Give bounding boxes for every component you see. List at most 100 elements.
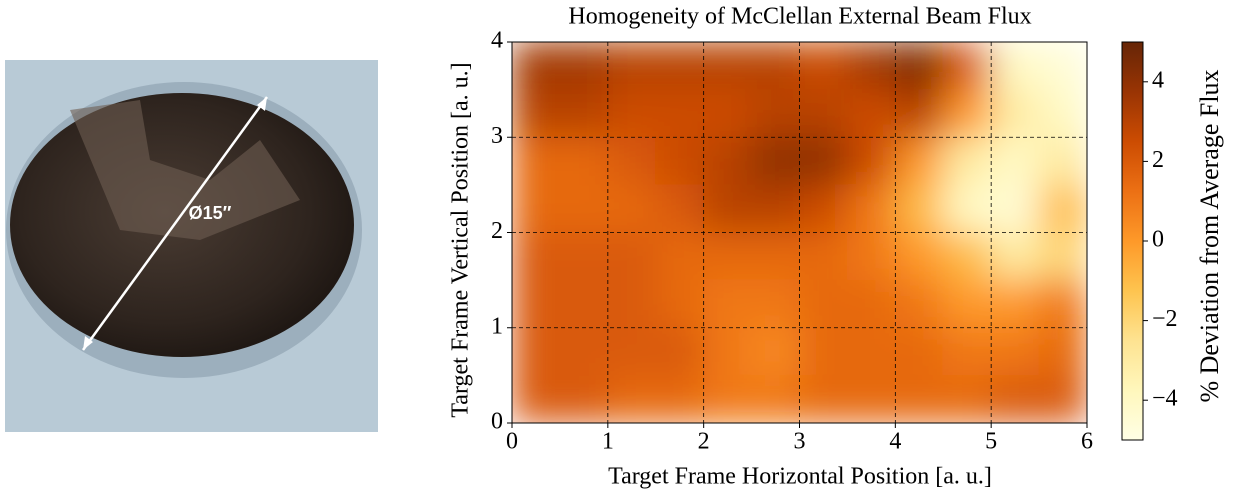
heatmap-cell <box>942 374 992 423</box>
heatmap-cell <box>1038 136 1087 186</box>
heatmap <box>512 42 1087 423</box>
chart-title: Homogeneity of McClellan External Beam F… <box>568 4 1031 30</box>
heatmap-cell <box>559 136 609 186</box>
heatmap-cell <box>799 136 848 186</box>
heatmap-cell <box>512 279 561 329</box>
heatmap-cell <box>559 374 609 423</box>
y-tick-label: 1 <box>491 313 503 339</box>
heatmap-cell <box>846 42 896 91</box>
heatmap-cell <box>1038 184 1087 233</box>
heatmap-cell <box>799 232 848 281</box>
colorbar-tick-label: −2 <box>1152 306 1178 332</box>
heatmap-cell <box>990 89 1040 138</box>
heatmap-cell <box>703 279 753 329</box>
heatmap-cell <box>894 89 944 138</box>
heatmap-cell <box>751 327 800 376</box>
heatmap-cell <box>894 327 944 376</box>
x-tick-label: 2 <box>698 429 710 455</box>
heatmap-cell <box>703 327 753 376</box>
heatmap-cell <box>846 374 896 423</box>
colorbar-tick-label: −4 <box>1152 386 1178 412</box>
photo-label: Ø15″ <box>189 203 232 223</box>
heatmap-cell <box>512 327 561 376</box>
heatmap-cell <box>512 232 561 281</box>
heatmap-cell <box>703 374 753 423</box>
heatmap-cell <box>846 136 896 186</box>
heatmap-cell <box>942 89 992 138</box>
heatmap-cell <box>990 42 1040 91</box>
heatmap-cell <box>894 232 944 281</box>
heatmap-cell <box>703 232 753 281</box>
heatmap-cell <box>799 327 848 376</box>
y-tick-label: 3 <box>491 123 503 149</box>
heatmap-cell <box>894 136 944 186</box>
colorbar-tick-label: 0 <box>1152 227 1164 253</box>
heatmap-cell <box>846 89 896 138</box>
heatmap-cell <box>1038 327 1087 376</box>
heatmap-cell <box>559 42 609 91</box>
heatmap-cell <box>512 184 561 233</box>
x-tick-label: 3 <box>794 429 806 455</box>
heatmap-cell <box>655 327 705 376</box>
heatmap-cell <box>894 374 944 423</box>
heatmap-cell <box>607 89 657 138</box>
heatmap-cell <box>607 374 657 423</box>
heatmap-cell <box>559 89 609 138</box>
y-tick-label: 2 <box>491 218 503 244</box>
heatmap-cell <box>894 279 944 329</box>
heatmap-cell <box>1038 279 1087 329</box>
heatmap-cell <box>655 374 705 423</box>
heatmap-cell <box>942 184 992 233</box>
heatmap-cell <box>607 327 657 376</box>
heatmap-cell <box>894 42 944 91</box>
heatmap-cell <box>990 327 1040 376</box>
heatmap-cell <box>559 279 609 329</box>
heatmap-cell <box>655 42 705 91</box>
colorbar-label: % Deviation from Average Flux <box>1195 69 1224 402</box>
heatmap-cell <box>559 232 609 281</box>
heatmap-cell <box>990 232 1040 281</box>
axes: 0 1 2 3 4 5 6 0 1 2 3 4 −4 −2 0 2 4 <box>491 28 1178 455</box>
heatmap-cell <box>751 374 800 423</box>
colorbar <box>1121 41 1144 441</box>
heatmap-cell <box>703 42 753 91</box>
heatmap-cell <box>894 184 944 233</box>
heatmap-cell <box>751 232 800 281</box>
heatmap-cell <box>751 136 800 186</box>
heatmap-cell <box>751 89 800 138</box>
heatmap-cell <box>846 279 896 329</box>
heatmap-cell <box>942 232 992 281</box>
heatmap-cell <box>799 42 848 91</box>
heatmap-cell <box>799 374 848 423</box>
heatmap-cell <box>799 279 848 329</box>
photo: Ø15″ <box>5 60 378 432</box>
y-axis-label: Target Frame Vertical Position [a. u.] <box>448 62 474 417</box>
x-tick-label: 5 <box>985 429 997 455</box>
heatmap-cell <box>607 42 657 91</box>
heatmap-cell <box>512 136 561 186</box>
heatmap-cell <box>1038 42 1087 91</box>
heatmap-cell <box>703 184 753 233</box>
heatmap-cell <box>607 232 657 281</box>
heatmap-cell <box>751 279 800 329</box>
heatmap-cell <box>990 184 1040 233</box>
heatmap-cell <box>607 184 657 233</box>
colorbar-tick-label: 2 <box>1152 147 1164 173</box>
heatmap-cell <box>655 184 705 233</box>
y-tick-label: 4 <box>491 28 503 54</box>
heatmap-cell <box>990 279 1040 329</box>
heatmap-cell <box>990 374 1040 423</box>
heatmap-cell <box>512 42 561 91</box>
heatmap-cell <box>751 42 800 91</box>
heatmap-cell <box>1038 232 1087 281</box>
heatmap-cell <box>846 327 896 376</box>
x-tick-label: 1 <box>602 429 614 455</box>
heatmap-cell <box>846 232 896 281</box>
heatmap-cell <box>703 136 753 186</box>
heatmap-cell <box>799 184 848 233</box>
heatmap-cell <box>1038 374 1087 423</box>
heatmap-cell <box>990 136 1040 186</box>
heatmap-cell <box>942 327 992 376</box>
heatmap-cell <box>655 279 705 329</box>
